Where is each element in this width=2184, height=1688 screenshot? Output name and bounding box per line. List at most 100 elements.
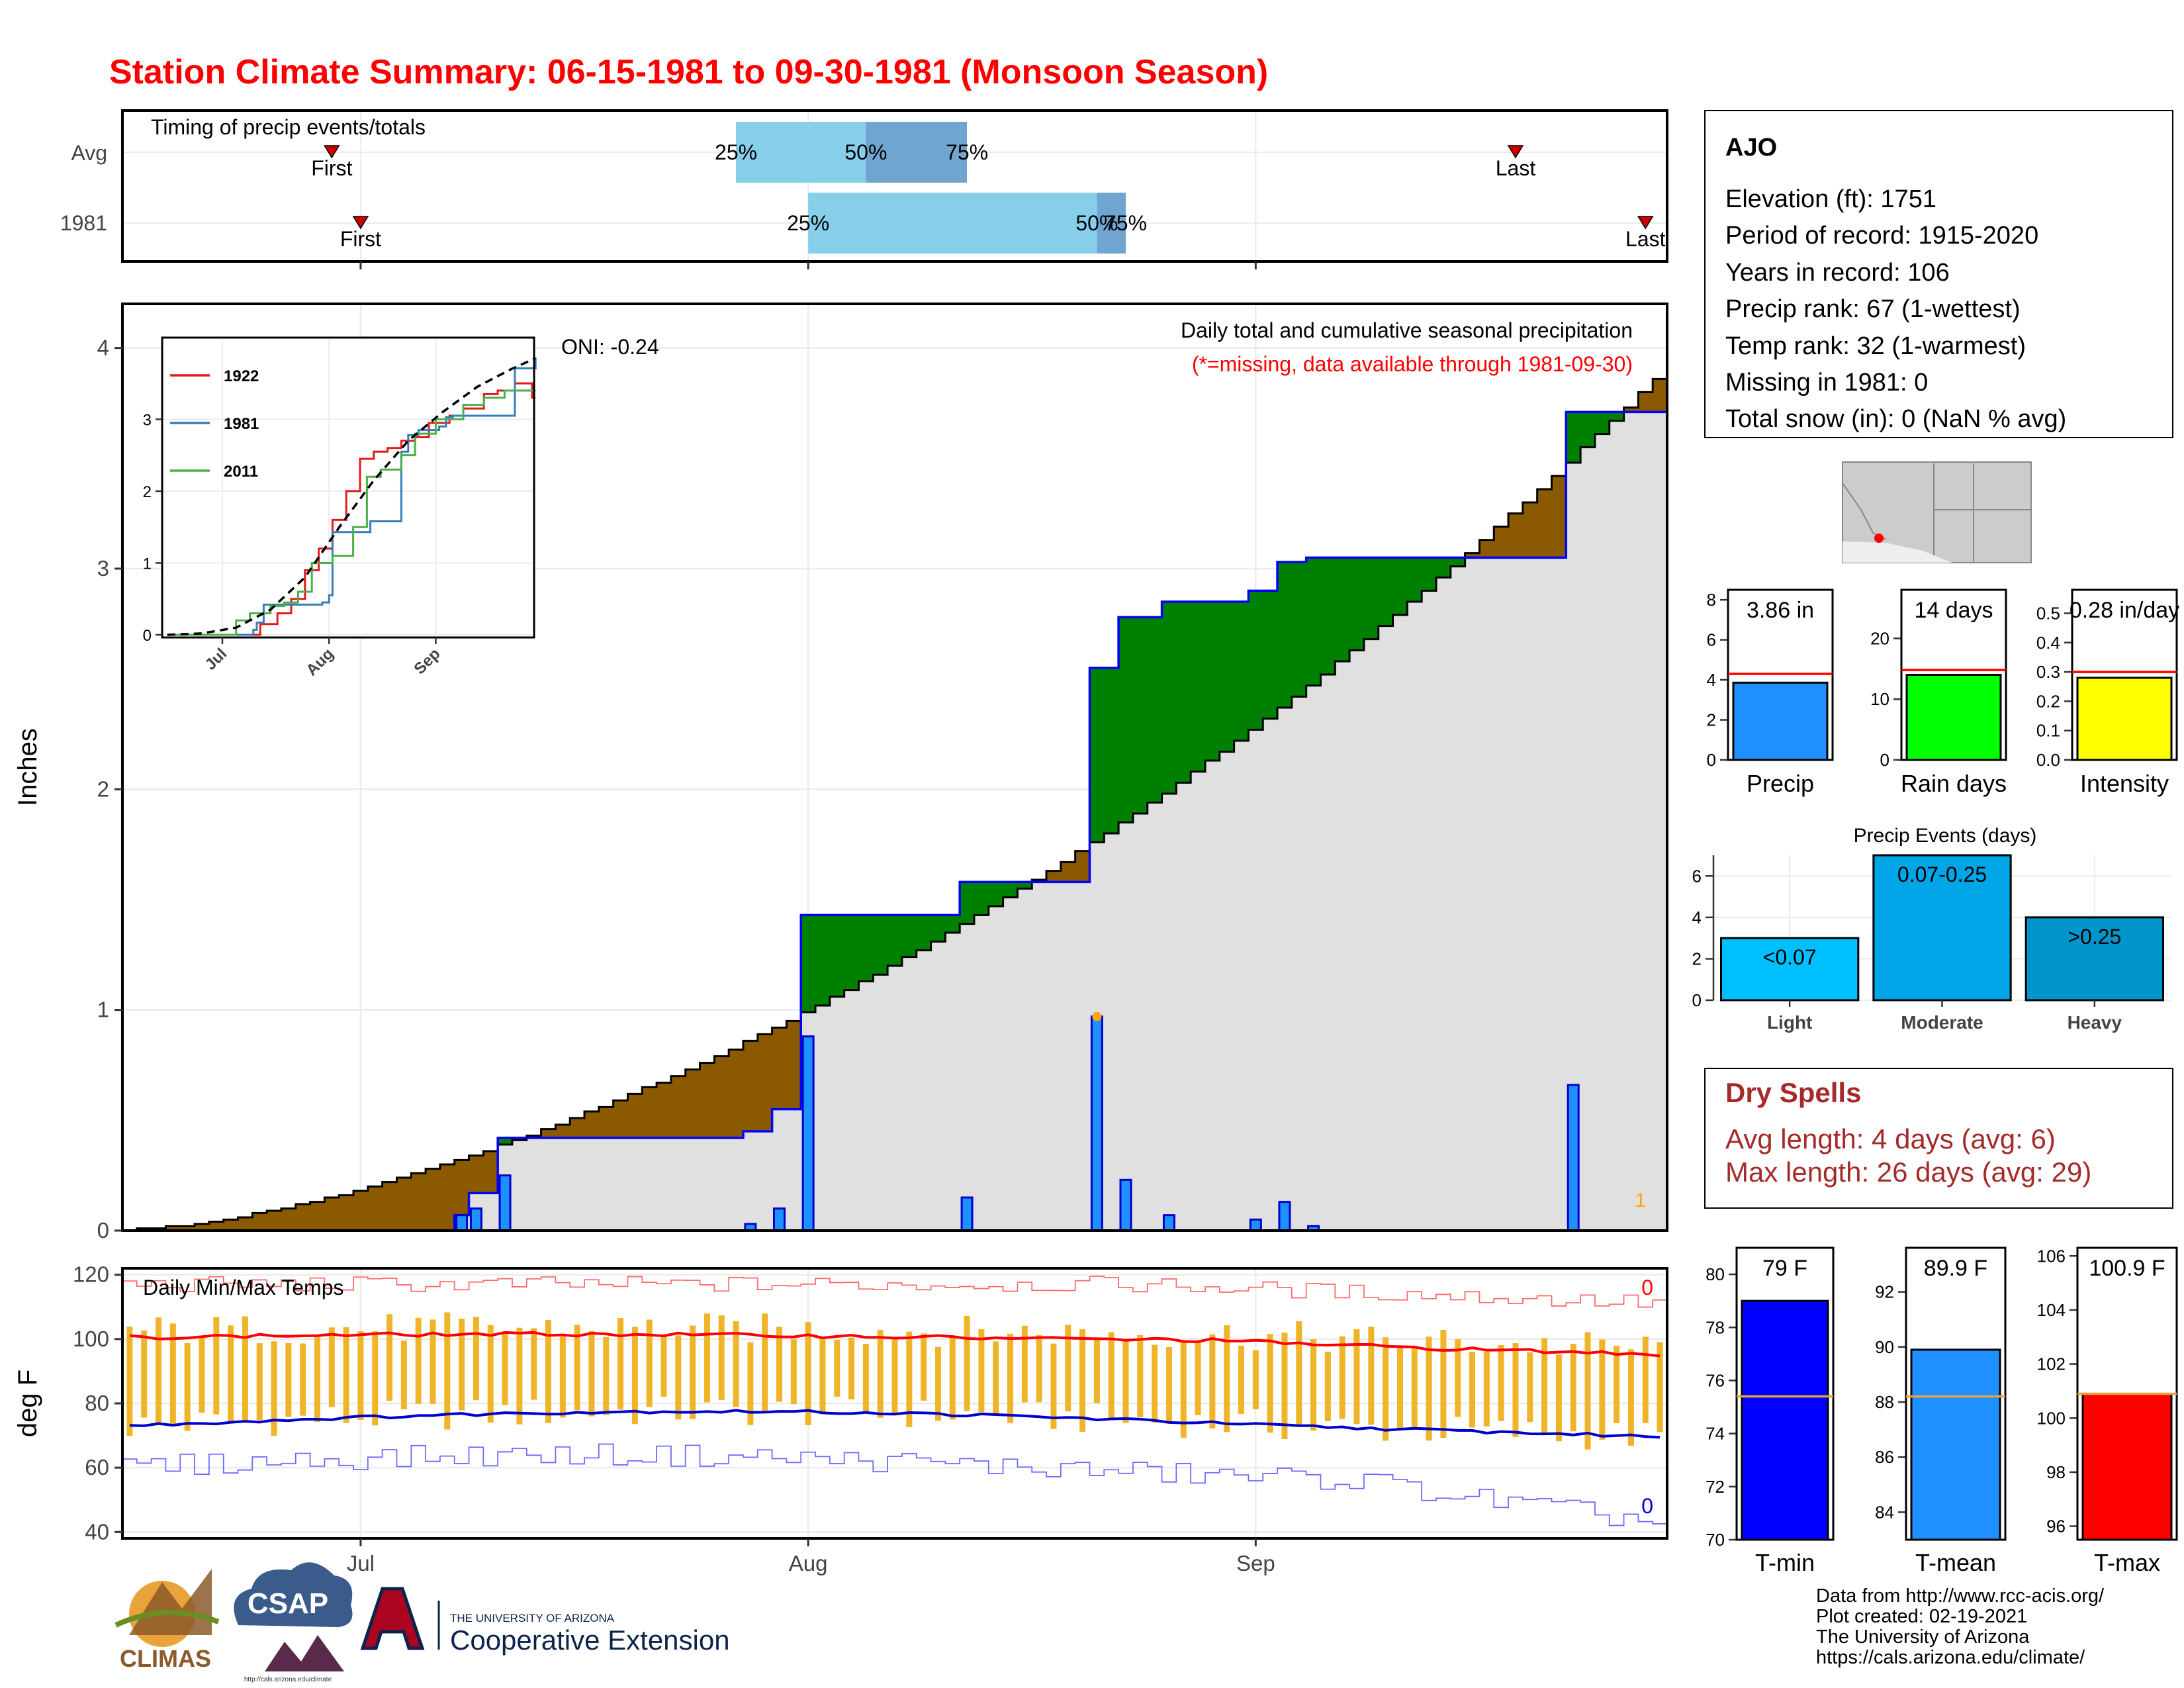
precip-deficit-area: [598, 1107, 614, 1138]
precip-deficit-area: [396, 1178, 412, 1231]
climas-logo: CLIMAS: [114, 1569, 220, 1672]
temps-daily-range-bar: [1411, 1346, 1418, 1427]
precip-daily-bar: [1090, 1015, 1103, 1232]
precip-daily-bar: [1567, 1084, 1580, 1232]
precip-deficit-area: [353, 1191, 369, 1231]
dry-spells-line: Max length: 26 days (avg: 29): [1725, 1156, 2091, 1188]
climas-wordmark: CLIMAS: [120, 1645, 211, 1672]
precip-deficit-area: [1046, 870, 1062, 882]
precip-deficit-area: [670, 1076, 686, 1138]
mini-y-tick-label: 0.2: [2036, 691, 2060, 711]
temps-daily-range-bar: [891, 1339, 898, 1414]
station-location-marker: [1874, 534, 1884, 543]
precip-deficit-area: [1060, 862, 1076, 882]
temps-y-tick-label: 120: [73, 1262, 109, 1287]
precip-daily-bar: [960, 1196, 974, 1232]
events-bar-label: <0.07: [1763, 945, 1817, 969]
precip-surplus-area: [1263, 590, 1278, 719]
mini-y-tick-label: 84: [1875, 1502, 1894, 1522]
precip-deficit-area: [657, 1082, 672, 1138]
temps-daily-range-bar: [1021, 1325, 1028, 1403]
temps-daily-range-bar: [141, 1330, 148, 1418]
csap-cloud-icon: [234, 1562, 353, 1627]
temps-daily-range-bar: [1152, 1344, 1158, 1423]
precip-surplus-area: [1248, 590, 1263, 730]
temps-y-tick-label: 80: [85, 1391, 109, 1415]
precip-surplus-area: [1320, 557, 1336, 675]
mini-y-tick-label: 96: [2046, 1517, 2066, 1536]
precip-deficit-area: [382, 1182, 398, 1231]
precip-deficit-area: [426, 1168, 441, 1231]
temps-daily-range-bar: [256, 1343, 263, 1421]
mini-panel-title: T-mean: [1915, 1549, 1996, 1576]
mini-panel-title: Intensity: [2080, 770, 2169, 797]
precip-surplus-area: [1335, 557, 1350, 661]
precip-deficit-area: [310, 1201, 325, 1231]
precip-daily-bar: [801, 1035, 815, 1232]
mini-y-tick-label: 92: [1875, 1282, 1894, 1302]
precip-deficit-area: [469, 1155, 484, 1194]
temps-daily-range-bar: [675, 1335, 682, 1420]
temps-daily-range-bar: [747, 1342, 754, 1425]
precip-average-cumulative-line: [122, 377, 1667, 1232]
events-y-tick-label: 0: [1692, 990, 1702, 1010]
precip-daily-bar: [1162, 1214, 1175, 1232]
timing-p75-label: 75%: [1105, 211, 1147, 235]
temps-daily-range-bar: [314, 1336, 320, 1423]
summary-bar-rain-days: 0 10 20 14 days Rain days: [1870, 588, 2007, 797]
temps-daily-range-bar: [1339, 1336, 1345, 1419]
mini-panel-title: Precip: [1747, 770, 1814, 797]
temps-daily-range-bar: [631, 1327, 638, 1425]
temps-average-max-line: [129, 1331, 1661, 1358]
map-border-lines: [1842, 463, 2031, 563]
mini-y-tick-label: 104: [2037, 1300, 2066, 1320]
temps-daily-range-bar: [1570, 1343, 1576, 1432]
mini-y-tick-label: 0.1: [2036, 721, 2060, 741]
precip-surplus-area: [1277, 562, 1293, 708]
precip-deficit-area: [772, 1027, 788, 1109]
station-line: Missing in 1981: 0: [1725, 369, 1928, 397]
precip-surplus-area: [1003, 882, 1019, 898]
precip-deficit-area: [1075, 851, 1091, 882]
station-line: Precip rank: 67 (1-wettest): [1725, 295, 2021, 323]
temps-daily-range-bar: [1599, 1339, 1606, 1440]
mini-y-tick-label: 80: [1706, 1264, 1725, 1284]
precip-surplus-area: [1234, 602, 1250, 741]
timing-p50-label: 50%: [1075, 211, 1118, 235]
temps-daily-range-bar: [1267, 1334, 1273, 1433]
temps-daily-range-bar: [906, 1331, 913, 1427]
temps-daily-range-bar: [156, 1317, 162, 1423]
mini-y-tick-label: 10: [1870, 689, 1889, 709]
temps-panel: 40 60 80 100 120 Jul Aug Sep Daily Min/Max Tem…: [13, 1262, 1668, 1575]
temps-daily-range-bar: [776, 1327, 782, 1402]
temps-daily-range-bar: [1657, 1342, 1663, 1432]
timing-last-marker: [1637, 216, 1654, 230]
temps-daily-range-bar: [1498, 1344, 1504, 1421]
inset-series-1981-line: [167, 357, 537, 636]
precip-deficit-area: [483, 1151, 498, 1194]
timing-row-label-avg: Avg: [71, 141, 107, 165]
precip-deficit-area: [743, 1041, 758, 1131]
precip-y-tick-label: 3: [97, 556, 109, 581]
mini-y-tick-label: 88: [1875, 1392, 1894, 1412]
mini-y-tick-label: 0.4: [2036, 633, 2060, 653]
precip-deficit-area: [1653, 379, 1668, 412]
precip-surplus-area: [887, 915, 903, 966]
mini-value-bar: [2081, 1393, 2173, 1541]
mini-y-tick-label: 106: [2037, 1246, 2066, 1266]
temps-daily-range-bar: [387, 1314, 393, 1401]
mini-y-tick-label: 76: [1706, 1370, 1725, 1390]
mini-y-tick-label: 102: [2037, 1354, 2066, 1374]
mini-value-label: 89.9 F: [1924, 1256, 1987, 1281]
timing-p75-label: 75%: [946, 140, 988, 164]
temps-daily-range-bar: [704, 1313, 710, 1403]
timing-p25-label: 25%: [787, 211, 829, 235]
precip-panel: 0 1 2 3 4 Inches Daily total and cumulative …: [13, 303, 1668, 1243]
precip-surplus-area: [1017, 882, 1032, 889]
temps-daily-range-bar: [574, 1325, 580, 1411]
precip-surplus-area: [815, 915, 831, 1006]
temps-daily-range-bar: [1642, 1336, 1649, 1423]
precip-surplus-area: [1205, 602, 1220, 761]
events-bar-label: 0.07-0.25: [1897, 863, 1987, 886]
